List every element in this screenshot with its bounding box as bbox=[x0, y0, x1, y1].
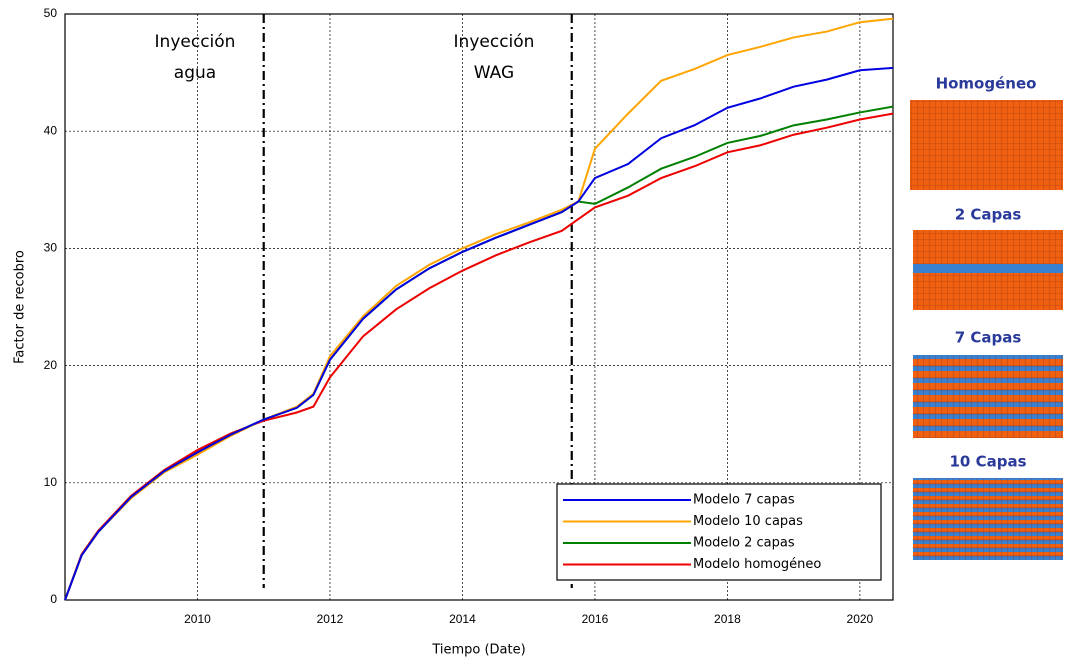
x-tick-label: 2016 bbox=[582, 612, 609, 626]
legend-label: Modelo 7 capas bbox=[693, 493, 795, 508]
x-tick-label: 2012 bbox=[317, 612, 344, 626]
model-image bbox=[910, 100, 1063, 190]
annotation: WAG bbox=[474, 63, 514, 83]
model-image bbox=[913, 478, 1063, 560]
series-line bbox=[64, 66, 894, 601]
plot-frame bbox=[64, 13, 894, 601]
legend-label: Modelo 2 capas bbox=[693, 536, 795, 551]
y-tick-label: 40 bbox=[44, 123, 58, 137]
y-tick-label: 0 bbox=[50, 592, 57, 606]
y-tick-label: 50 bbox=[44, 6, 58, 20]
panel-label: 10 Capas bbox=[949, 453, 1026, 471]
panel-label: 7 Capas bbox=[955, 329, 1022, 347]
panel-label: 2 Capas bbox=[955, 206, 1022, 224]
y-tick-label: 30 bbox=[44, 241, 58, 255]
x-axis-title: Tiempo (Date) bbox=[431, 643, 525, 658]
legend-label: Modelo 10 capas bbox=[693, 514, 803, 529]
y-axis-title: Factor de recobro bbox=[13, 250, 28, 364]
model-layer bbox=[913, 264, 1063, 273]
x-tick-label: 2010 bbox=[184, 612, 211, 626]
annotation: Inyección bbox=[454, 32, 535, 52]
x-tick-label: 2014 bbox=[449, 612, 476, 626]
y-tick-label: 10 bbox=[44, 475, 58, 489]
annotation: agua bbox=[174, 63, 216, 83]
legend-label: Modelo homogéneo bbox=[693, 557, 821, 572]
panel-label: Homogéneo bbox=[936, 75, 1037, 93]
x-tick-label: 2020 bbox=[847, 612, 874, 626]
y-tick-label: 20 bbox=[44, 358, 58, 372]
model-image bbox=[913, 355, 1063, 438]
annotation: Inyección bbox=[155, 32, 236, 52]
x-tick-label: 2018 bbox=[714, 612, 741, 626]
series-line bbox=[64, 17, 894, 601]
series-line bbox=[64, 112, 894, 601]
